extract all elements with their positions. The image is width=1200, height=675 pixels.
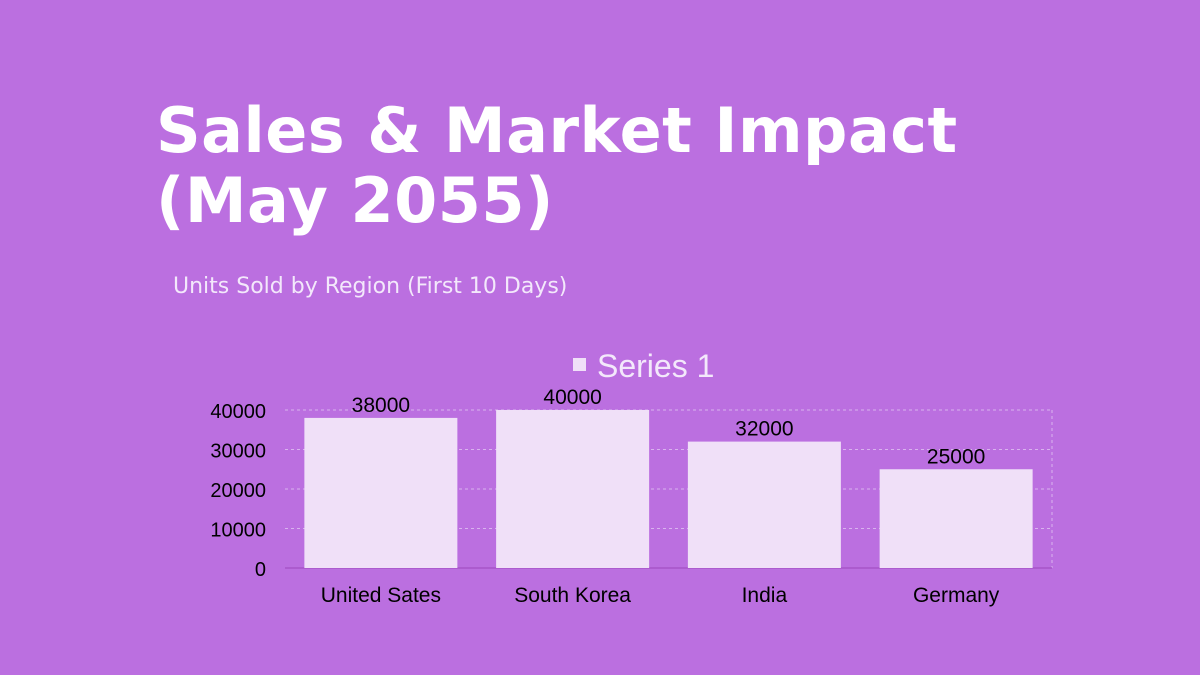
legend-swatch: [573, 358, 586, 371]
y-tick-label: 40000: [210, 401, 266, 423]
y-tick-label: 10000: [210, 520, 266, 542]
bar: [304, 417, 458, 568]
chart-labels: 38000 United Sates 40000 South Korea 32000 In…: [321, 386, 1000, 607]
x-tick-label: India: [742, 584, 788, 607]
y-tick-label: 0: [255, 559, 266, 581]
legend-label: Series 1: [597, 348, 714, 384]
y-tick-label: 30000: [210, 441, 266, 463]
bar: [687, 441, 841, 568]
x-tick-label: Germany: [913, 584, 1000, 607]
slide-title: Sales & Market Impact (May 2055): [156, 94, 958, 237]
data-label: 40000: [543, 386, 601, 409]
data-label: 38000: [352, 394, 410, 417]
chart-subtitle: Units Sold by Region (First 10 Days): [173, 274, 568, 299]
y-tick-label: 20000: [210, 480, 266, 502]
chart-bars: [304, 410, 1033, 568]
chart-legend: Series 1: [573, 348, 714, 384]
data-label: 32000: [735, 418, 793, 441]
x-tick-label: South Korea: [514, 584, 631, 607]
bar: [879, 469, 1033, 568]
bar: [496, 410, 650, 568]
x-tick-label: United Sates: [321, 584, 441, 607]
data-label: 25000: [927, 445, 985, 468]
